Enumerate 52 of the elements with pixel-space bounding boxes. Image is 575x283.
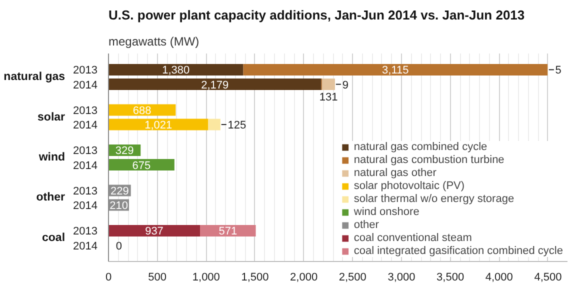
data-label: 5 — [555, 64, 562, 77]
data-label: 210 — [110, 200, 128, 212]
y-tick-label: 2013 — [73, 185, 98, 198]
y-tick-label: 2013 — [73, 226, 98, 238]
data-label: 937 — [145, 226, 164, 238]
data-label: 125 — [228, 120, 246, 132]
legend-label: solar thermal w/o energy storage — [354, 193, 514, 205]
y-tick-label: 2014 — [73, 120, 98, 132]
x-tick-label: 500 — [148, 272, 167, 283]
data-label: 131 — [319, 91, 338, 104]
legend-label: natural gas other — [354, 167, 436, 179]
y-tick-label: 2014 — [73, 79, 98, 92]
legend-label: natural gas combined cycle — [354, 141, 488, 153]
y-tick-label: 2014 — [73, 240, 98, 252]
x-tick-label: 4,500 — [534, 272, 562, 283]
y-tick-label: 2013 — [73, 64, 98, 77]
data-label: 9 — [342, 79, 348, 92]
x-tick-label: 1,000 — [192, 272, 220, 283]
legend-label: solar photovoltaic (PV) — [354, 180, 465, 192]
legend-label: other — [354, 219, 379, 231]
legend-label: wind onshore — [354, 206, 420, 218]
data-label: 1,021 — [144, 120, 172, 132]
data-label: 675 — [132, 160, 151, 172]
text: natural gas — [4, 71, 66, 83]
data-label: 0 — [116, 240, 122, 252]
data-label: 571 — [218, 226, 238, 238]
chart-subtitle: megawatts (MW) — [108, 34, 200, 48]
data-label: 3,115 — [382, 64, 409, 77]
y-tick-label: 2014 — [73, 200, 98, 212]
text: other — [36, 192, 66, 204]
data-label: 2,179 — [201, 79, 229, 92]
text: wind — [38, 152, 66, 164]
legend-label: natural gas combustion turbine — [354, 154, 504, 166]
x-tick-label: 4,000 — [485, 272, 513, 283]
data-label: 688 — [132, 104, 152, 117]
legend-label: coal integrated gasification combined cycle — [354, 245, 563, 257]
legend-label: coal conventional steam — [354, 232, 472, 244]
x-tick-label: 2,000 — [290, 272, 318, 283]
text: coal — [42, 232, 66, 244]
chart-title: U.S. power plant capacity additions, Jan-Jun 2014 vs. Jan-Jun 2013 — [108, 8, 525, 22]
data-label: 1,380 — [162, 64, 190, 77]
x-tick-label: 0 — [105, 272, 112, 283]
data-label: 329 — [115, 145, 134, 158]
x-tick-label: 2,500 — [338, 272, 366, 283]
y-tick-label: 2013 — [73, 104, 98, 117]
text: solar — [38, 111, 66, 124]
x-tick-label: 3,500 — [436, 272, 464, 283]
y-tick-label: 2014 — [73, 160, 98, 172]
data-label: 229 — [110, 185, 129, 198]
x-tick-label: 1,500 — [241, 272, 269, 283]
y-tick-label: 2013 — [73, 145, 98, 158]
x-tick-label: 3,000 — [388, 272, 416, 283]
